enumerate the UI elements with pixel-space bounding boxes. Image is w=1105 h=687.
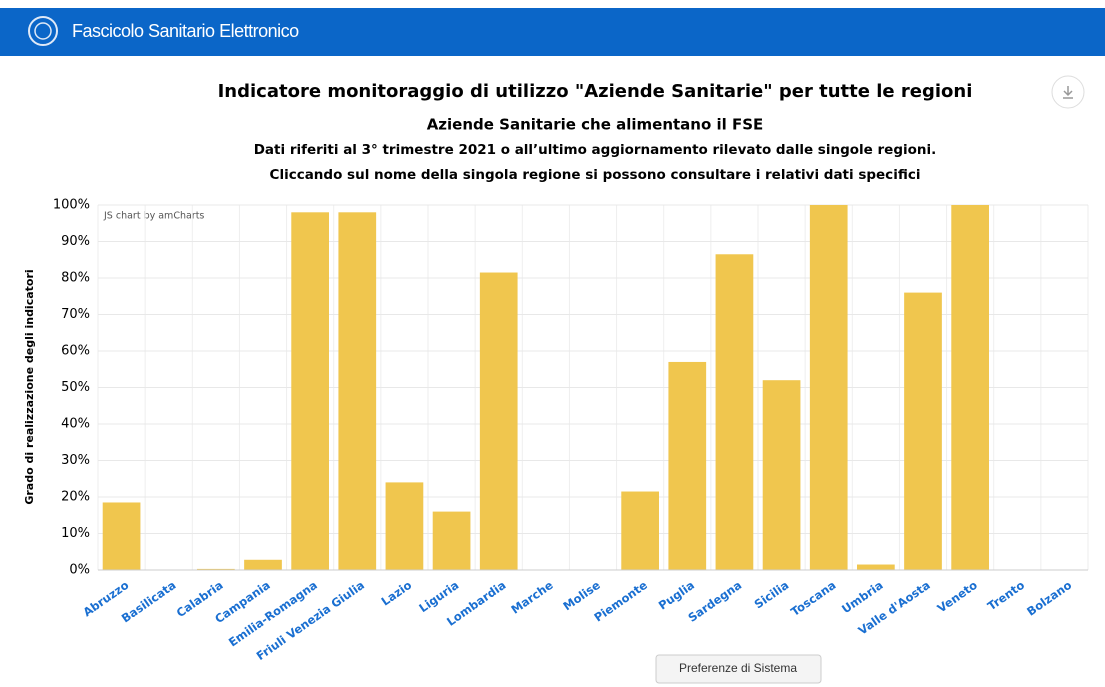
- bar[interactable]: [432, 511, 471, 570]
- chart-note: Dati riferiti al 3° trimestre 2021 o all…: [254, 142, 937, 158]
- bar[interactable]: [857, 564, 895, 570]
- bar[interactable]: [951, 205, 989, 570]
- x-tick-label[interactable]: Sardegna: [685, 578, 744, 625]
- chart-note: Cliccando sul nome della singola regione…: [270, 167, 921, 183]
- header-title[interactable]: Fascicolo Sanitario Elettronico: [72, 21, 300, 41]
- chart-title: Indicatore monitoraggio di utilizzo "Azi…: [218, 81, 973, 102]
- header-bar: [0, 8, 1105, 56]
- x-tick-label[interactable]: Molise: [560, 578, 602, 614]
- bar[interactable]: [291, 212, 329, 571]
- bar[interactable]: [197, 568, 235, 570]
- download-icon: [1063, 86, 1073, 99]
- y-tick-label: 100%: [53, 198, 90, 213]
- x-tick-label[interactable]: Piemonte: [591, 578, 650, 625]
- y-tick-label: 0%: [69, 563, 90, 578]
- y-axis-label: Grado di realizzazione degli indicatori: [23, 269, 36, 504]
- x-tick-label[interactable]: Trento: [985, 578, 1027, 613]
- x-tick-label[interactable]: Veneto: [935, 578, 980, 616]
- y-tick-label: 80%: [61, 271, 90, 286]
- bar[interactable]: [809, 205, 848, 570]
- bar[interactable]: [244, 559, 282, 570]
- y-tick-label: 90%: [61, 234, 90, 249]
- x-tick-label[interactable]: Lazio: [379, 578, 415, 609]
- y-tick-label: 20%: [61, 490, 90, 505]
- bar[interactable]: [479, 272, 518, 570]
- y-tick-label: 70%: [61, 307, 90, 322]
- credits[interactable]: JS chart by amCharts: [103, 211, 204, 222]
- bar[interactable]: [102, 502, 141, 570]
- bar[interactable]: [762, 380, 801, 570]
- system-button-label[interactable]: Preferenze di Sistema: [679, 661, 797, 675]
- y-tick-label: 50%: [61, 380, 90, 395]
- logo-inner: [34, 22, 52, 40]
- bar[interactable]: [668, 361, 707, 570]
- chart-subtitle: Aziende Sanitarie che alimentano il FSE: [427, 116, 764, 134]
- x-tick-label[interactable]: Bolzano: [1024, 578, 1074, 619]
- bar[interactable]: [338, 212, 377, 571]
- x-tick-label[interactable]: Marche: [508, 578, 555, 617]
- y-tick-label: 30%: [61, 453, 90, 468]
- bar[interactable]: [621, 491, 659, 570]
- system-button[interactable]: [655, 654, 822, 684]
- y-tick-label: 40%: [61, 417, 90, 432]
- bar[interactable]: [904, 292, 942, 570]
- bar[interactable]: [385, 482, 424, 570]
- y-tick-label: 10%: [61, 526, 90, 541]
- bar[interactable]: [715, 254, 754, 570]
- x-tick-label[interactable]: Puglia: [656, 578, 697, 613]
- y-tick-label: 60%: [61, 344, 90, 359]
- x-tick-label[interactable]: Toscana: [788, 578, 838, 619]
- x-tick-label[interactable]: Sicilia: [752, 578, 792, 612]
- logo: [28, 16, 58, 46]
